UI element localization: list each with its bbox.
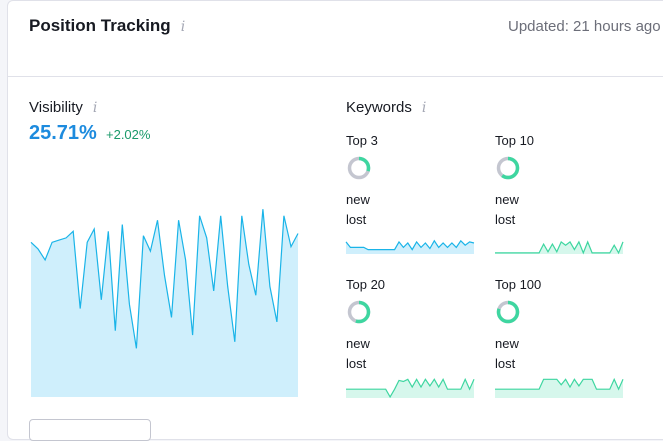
sparkline-line	[346, 377, 475, 399]
keyword-sparkline[interactable]	[345, 232, 475, 254]
sparkline-area	[31, 209, 298, 397]
position-tracking-card: Position Tracking i Updated: 21 hours ago…	[7, 0, 663, 441]
info-icon[interactable]: i	[180, 19, 186, 35]
page-title[interactable]: Position Tracking i	[29, 16, 186, 35]
keyword-new-label: new	[346, 192, 370, 207]
info-icon[interactable]: i	[421, 100, 427, 116]
keyword-donut-chart	[496, 156, 520, 180]
keyword-new-label: new	[346, 336, 370, 351]
keyword-block-label: Top 3	[346, 133, 378, 148]
keywords-title: Keywords i	[346, 99, 427, 116]
sparkline-line	[495, 377, 624, 391]
keyword-block-label: Top 10	[495, 133, 535, 148]
sparkline-area	[495, 379, 623, 398]
visibility-delta: +2.02%	[106, 127, 151, 142]
keyword-lost-label: lost	[346, 212, 367, 227]
sparkline-line	[30, 209, 299, 349]
info-icon[interactable]: i	[92, 100, 98, 116]
visibility-chart[interactable]	[30, 176, 299, 397]
updated-timestamp: Updated: 21 hours ago	[508, 18, 661, 35]
divider	[8, 76, 663, 77]
keyword-donut-chart	[347, 300, 371, 324]
keyword-block-label: Top 20	[346, 277, 386, 292]
visibility-title: Visibility i	[29, 99, 98, 116]
keyword-block-label: Top 100	[495, 277, 542, 292]
sparkline-area	[346, 379, 474, 398]
visibility-value: 25.71%	[29, 122, 97, 144]
keyword-lost-label: lost	[495, 356, 516, 371]
view-full-report-button[interactable]	[29, 419, 151, 441]
keyword-donut-chart	[347, 156, 371, 180]
keyword-lost-label: lost	[346, 356, 367, 371]
keyword-sparkline[interactable]	[346, 376, 475, 399]
keyword-donut-chart	[496, 300, 520, 324]
sparkline-line	[345, 239, 475, 251]
keyword-new-label: new	[495, 336, 519, 351]
keyword-sparkline[interactable]	[495, 376, 624, 398]
keyword-lost-label: lost	[495, 212, 516, 227]
sparkline-line	[495, 240, 624, 255]
sparkline-area	[346, 240, 474, 254]
keyword-new-label: new	[495, 192, 519, 207]
keyword-sparkline[interactable]	[495, 232, 624, 255]
